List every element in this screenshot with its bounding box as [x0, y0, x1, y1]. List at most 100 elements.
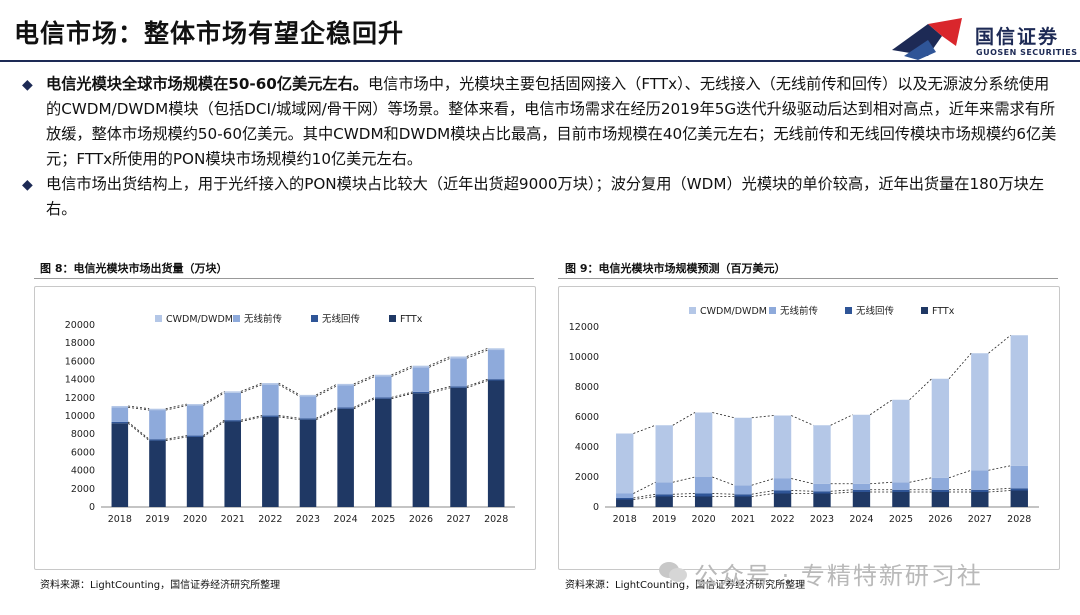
x-tick-label: 2024: [334, 514, 358, 525]
bar-segment: [931, 489, 950, 492]
bar-segment: [149, 410, 166, 440]
bar-segment: [852, 483, 871, 490]
series-connector-line: [391, 366, 413, 377]
bar-segment: [412, 391, 430, 394]
bar-segment: [852, 489, 871, 492]
series-connector-line: [672, 412, 696, 426]
bar-segment: [1010, 335, 1028, 466]
y-tick-label: 12000: [65, 393, 95, 404]
bar-segment: [892, 492, 910, 507]
y-tick-label: 6000: [575, 412, 599, 423]
diamond-bullet-icon: ◆: [22, 177, 33, 193]
series-connector-line: [712, 493, 735, 495]
bar-segment: [299, 396, 317, 419]
bar-segment: [813, 483, 831, 492]
bar-segment: [149, 440, 166, 507]
bullet-1: ◆ 电信光模块全球市场规模在50-60亿美元左右。电信市场中，光模块主要包括固网…: [18, 72, 1062, 172]
bar-segment: [374, 397, 392, 399]
x-tick-label: 2026: [928, 514, 952, 525]
series-connector-line: [316, 406, 338, 419]
legend-swatch: [233, 315, 240, 322]
x-tick-label: 2028: [484, 514, 508, 525]
bar-segment: [813, 493, 831, 507]
x-tick-label: 2019: [145, 514, 169, 525]
series-connector-line: [870, 481, 893, 485]
series-connector-line: [466, 380, 489, 389]
series-connector-line: [751, 490, 774, 495]
bar-segment: [149, 439, 166, 441]
series-connector-line: [278, 415, 300, 419]
series-connector-line: [712, 476, 735, 486]
y-tick-label: 2000: [71, 484, 95, 495]
bar-segment: [374, 374, 392, 377]
bar-segment: [487, 350, 505, 380]
series-connector-line: [633, 493, 656, 499]
x-tick-label: 2023: [296, 514, 320, 525]
bar-segment: [450, 356, 467, 359]
legend-label: FTTx: [932, 306, 955, 317]
y-tick-label: 4000: [575, 442, 599, 453]
bar-segment: [224, 392, 242, 421]
x-tick-label: 2025: [889, 514, 913, 525]
figure-9-source: 资料来源：LightCounting，国信证券经济研究所整理: [565, 580, 806, 591]
series-connector-line: [633, 481, 656, 494]
watermark: 公众号 · 专精特新研习社: [694, 562, 983, 590]
series-connector-line: [353, 374, 376, 385]
series-connector-line: [127, 421, 150, 440]
series-connector-line: [165, 403, 187, 410]
figure-8-caption: 图 8：电信光模块市场出货量（万块）: [40, 262, 228, 275]
legend-label: 无线回传: [856, 305, 895, 317]
series-connector-line: [466, 347, 489, 357]
diamond-bullet-icon: ◆: [22, 77, 33, 93]
bar-segment: [616, 499, 634, 507]
legend-label: CWDM/DWDM: [700, 306, 767, 317]
bar-segment: [773, 415, 792, 479]
figure-8-panel: 0 2000 4000 6000 8000 10000 12000 14000 16000 180…: [34, 286, 536, 570]
header-divider: [0, 60, 1080, 62]
series-connector-line: [429, 356, 451, 367]
series-connector-line: [948, 469, 972, 479]
series-connector-line: [988, 334, 1011, 354]
series-connector-line: [240, 416, 263, 422]
series-connector-line: [278, 382, 300, 396]
bar-segment: [616, 493, 634, 498]
x-tick-label: 2019: [652, 514, 676, 525]
series-connector-line: [672, 493, 695, 495]
bar-segment: [655, 494, 673, 497]
series-connector-line: [203, 392, 225, 406]
series-connector-line: [633, 424, 656, 434]
bar-segment: [186, 404, 204, 406]
bar-segment: [734, 496, 752, 507]
bar-segment: [655, 425, 673, 483]
series-connector-line: [127, 422, 150, 441]
series-connector-line: [988, 490, 1011, 493]
series-connector-line: [353, 376, 376, 386]
bar-segment: [149, 408, 166, 411]
legend-label: CWDM/DWDM: [166, 314, 233, 325]
bar-segment: [616, 433, 634, 494]
bar-segment: [487, 348, 505, 351]
bar-segment: [337, 383, 354, 386]
bar-segment: [694, 412, 713, 477]
series-connector-line: [830, 491, 853, 494]
bar-segment: [299, 419, 317, 507]
bar-segment: [971, 353, 989, 471]
bar-segment: [412, 367, 430, 392]
series-connector-line: [240, 382, 263, 392]
bar-segment: [262, 416, 279, 507]
series-connector-line: [316, 408, 338, 420]
bar-segment: [1010, 488, 1028, 491]
legend-swatch: [921, 307, 928, 314]
x-tick-label: 2022: [258, 514, 282, 525]
series-connector-line: [909, 378, 932, 401]
series-connector-line: [429, 357, 451, 368]
series-connector-line: [240, 415, 263, 421]
bar-segment: [186, 436, 204, 507]
series-connector-line: [353, 398, 376, 410]
x-tick-label: 2022: [770, 514, 794, 525]
series-connector-line: [165, 436, 187, 441]
series-connector-line: [165, 405, 187, 411]
y-tick-label: 14000: [65, 375, 95, 386]
y-tick-label: 18000: [65, 338, 95, 349]
x-tick-label: 2025: [371, 514, 395, 525]
